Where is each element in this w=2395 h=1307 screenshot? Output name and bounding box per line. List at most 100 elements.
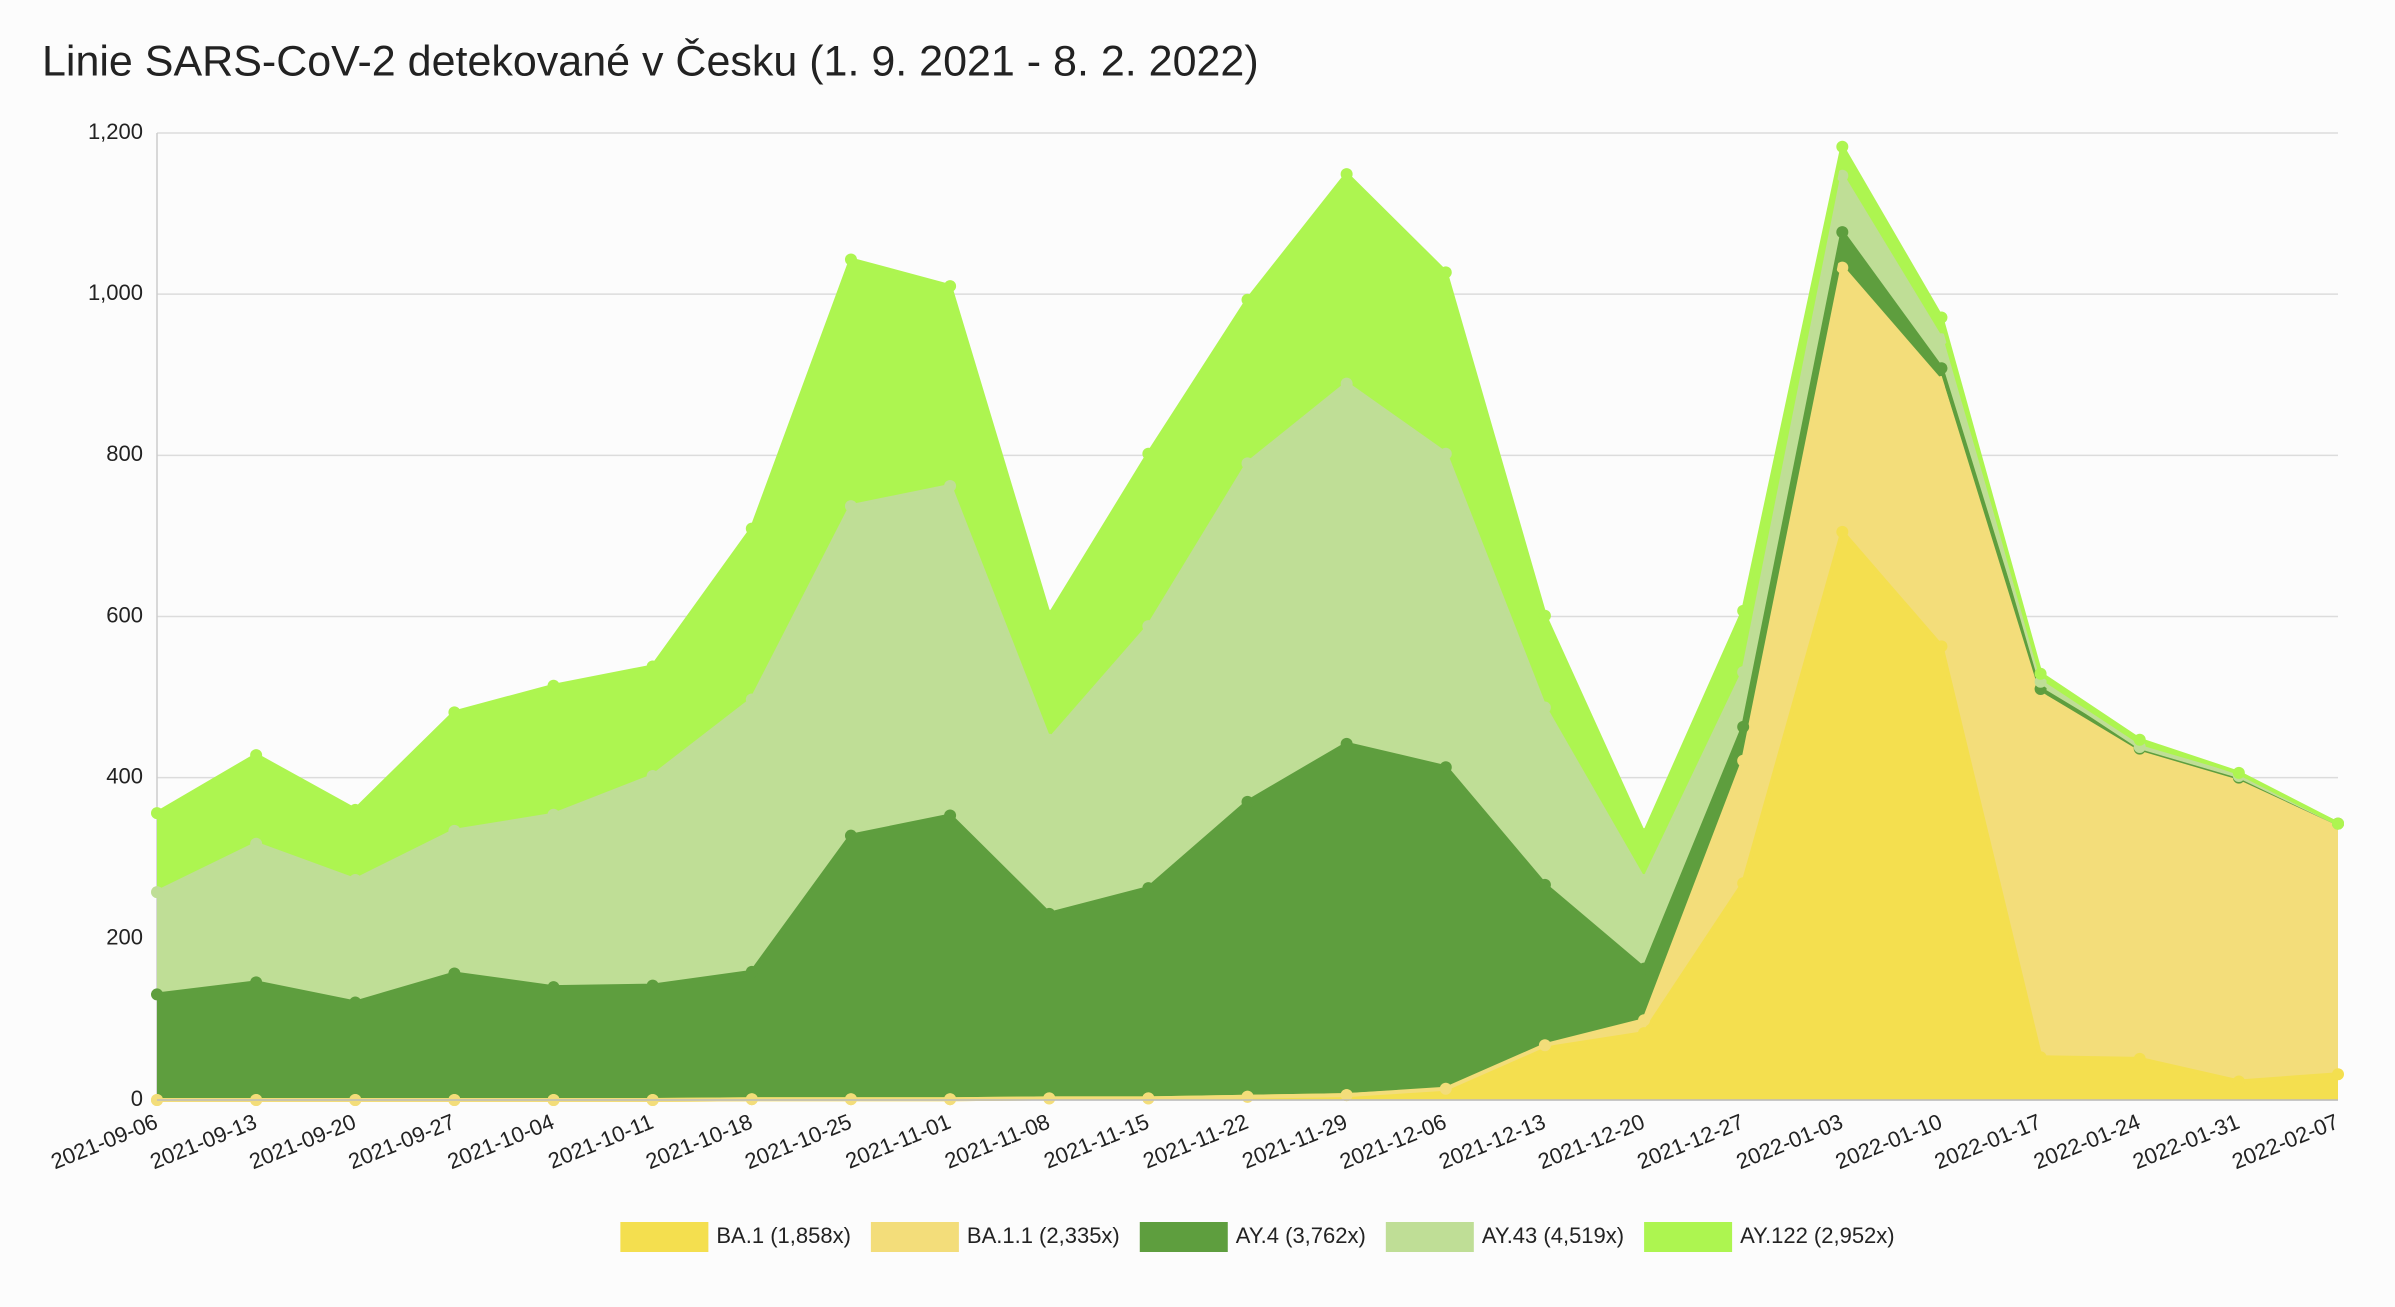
point <box>250 976 263 989</box>
point <box>1836 525 1849 538</box>
point <box>1142 1092 1155 1105</box>
point <box>1340 1089 1353 1102</box>
point <box>1836 261 1849 274</box>
point <box>151 886 163 899</box>
legend-swatch <box>1385 1222 1474 1252</box>
legend-label: AY.4 (3,762x) <box>1236 1223 1366 1248</box>
point <box>1142 620 1155 633</box>
point <box>646 979 659 992</box>
point <box>745 522 758 535</box>
area <box>157 146 2338 893</box>
point <box>1439 1082 1452 1095</box>
point <box>1935 311 1948 324</box>
point <box>151 807 163 820</box>
area <box>157 175 2338 1003</box>
y-tick-label: 200 <box>106 925 143 950</box>
point <box>1836 140 1849 153</box>
point <box>1638 962 1651 975</box>
y-tick-label: 0 <box>131 1086 143 1111</box>
point <box>646 770 659 783</box>
legend-swatch <box>1644 1222 1733 1252</box>
point <box>1935 333 1948 346</box>
point <box>1836 226 1849 239</box>
legend-label: BA.1 (1,858x) <box>716 1223 851 1248</box>
point <box>1241 293 1254 306</box>
point <box>448 824 461 837</box>
area <box>157 531 2338 1100</box>
point <box>1538 1039 1551 1052</box>
point <box>2232 1075 2245 1088</box>
legend-label: AY.122 (2,952x) <box>1740 1223 1895 1248</box>
point <box>1043 609 1056 622</box>
point <box>2034 1051 2047 1064</box>
legend-swatch <box>870 1222 959 1252</box>
point <box>844 829 857 842</box>
point <box>1538 701 1551 714</box>
point <box>547 679 560 692</box>
legend-label: AY.43 (4,519x) <box>1482 1223 1624 1248</box>
point <box>547 981 560 994</box>
point <box>944 479 957 492</box>
point <box>2332 1068 2344 1081</box>
point <box>2133 733 2146 746</box>
point <box>745 965 758 978</box>
point <box>1439 447 1452 460</box>
point <box>745 1093 758 1106</box>
point <box>1043 1092 1056 1105</box>
y-tick-label: 800 <box>106 441 143 466</box>
point <box>448 967 461 980</box>
chart-title: Linie SARS-CoV-2 detekované v Česku (1. … <box>42 37 1259 85</box>
legend-swatch <box>620 1222 709 1252</box>
point <box>1241 457 1254 470</box>
point <box>2232 766 2245 779</box>
point <box>1340 737 1353 750</box>
point <box>1340 377 1353 390</box>
point <box>448 706 461 719</box>
y-tick-label: 1,200 <box>88 119 143 144</box>
point <box>349 874 362 887</box>
point <box>1638 1014 1651 1027</box>
area <box>157 267 2338 1100</box>
point <box>944 1093 957 1106</box>
point <box>944 280 957 293</box>
legend-swatch <box>1139 1222 1228 1252</box>
point <box>844 253 857 266</box>
point <box>250 749 263 762</box>
point <box>1439 761 1452 774</box>
point <box>1737 666 1750 679</box>
point <box>2034 667 2047 680</box>
point <box>1737 754 1750 767</box>
point <box>646 660 659 673</box>
y-tick-label: 400 <box>106 763 143 788</box>
legend: BA.1 (1,858x) BA.1.1 (2,335x) AY.4 (3,762x… <box>620 1222 1895 1252</box>
point <box>1538 609 1551 622</box>
point <box>1638 1027 1651 1040</box>
point <box>2133 1052 2146 1065</box>
point <box>1439 266 1452 279</box>
point <box>1241 1090 1254 1103</box>
point <box>250 837 263 850</box>
area <box>157 232 2338 1100</box>
point <box>349 803 362 816</box>
point <box>349 996 362 1009</box>
point <box>844 500 857 513</box>
point <box>1638 874 1651 887</box>
point <box>1142 882 1155 895</box>
y-tick-label: 600 <box>106 602 143 627</box>
point <box>547 808 560 821</box>
point <box>151 988 163 1001</box>
point <box>1737 877 1750 890</box>
point <box>1241 795 1254 808</box>
point <box>745 693 758 706</box>
point <box>1538 878 1551 891</box>
point <box>1935 362 1948 375</box>
y-tick-label: 1,000 <box>88 280 143 305</box>
point <box>844 1093 857 1106</box>
point <box>1340 168 1353 181</box>
point <box>944 809 957 822</box>
point <box>1737 604 1750 617</box>
point <box>1043 907 1056 920</box>
point <box>1737 720 1750 733</box>
legend-label: BA.1.1 (2,335x) <box>967 1223 1120 1248</box>
